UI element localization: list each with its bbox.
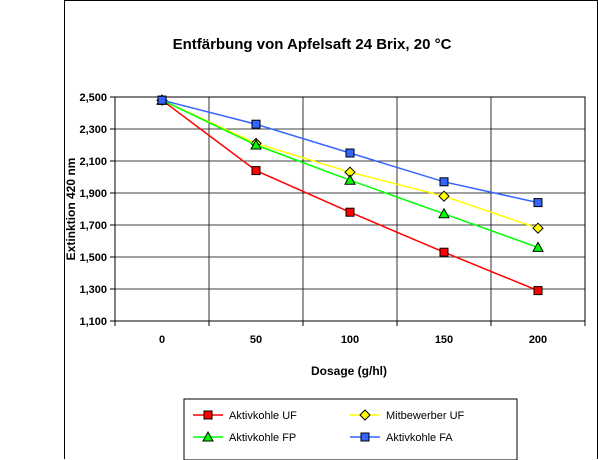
data-point xyxy=(157,95,167,105)
y-tick-label: 1,900 xyxy=(79,188,107,200)
line-chart: Entfärbung von Apfelsaft 24 Brix, 20 °C … xyxy=(65,36,586,460)
x-axis-ticks: 0 50 100 150 200 xyxy=(114,321,586,346)
legend-label: Mitbewerber UF xyxy=(386,410,465,422)
series-lines xyxy=(156,94,544,296)
legend-box xyxy=(183,398,518,460)
x-axis-label: Dosage (g/hl) xyxy=(311,364,387,378)
chart-title: Entfärbung von Apfelsaft 24 Brix, 20 °C xyxy=(173,36,452,53)
data-point xyxy=(532,222,544,234)
x-tick-label: 100 xyxy=(341,334,359,346)
data-point xyxy=(344,174,356,185)
legend-marker xyxy=(360,432,370,442)
legend-marker xyxy=(203,410,213,420)
data-point xyxy=(250,138,262,150)
y-tick-label: 1,700 xyxy=(79,220,107,232)
y-tick-label: 2,500 xyxy=(79,92,107,104)
data-point xyxy=(251,119,261,129)
data-point xyxy=(438,190,450,202)
data-point xyxy=(251,166,261,176)
y-tick-label: 1,100 xyxy=(79,316,107,328)
data-point xyxy=(532,241,544,252)
x-tick-label: 200 xyxy=(529,334,547,346)
data-point xyxy=(438,207,450,219)
legend-label: Aktivkohle FP xyxy=(229,432,296,444)
x-tick-label: 50 xyxy=(250,334,262,346)
gridlines xyxy=(114,96,586,322)
legend: Aktivkohle UF Mitbewerber UF Aktivkohle FP… xyxy=(183,398,518,460)
y-tick-label: 2,100 xyxy=(79,156,107,168)
y-tick-label: 1,500 xyxy=(79,252,107,264)
y-axis-label: Extinktion 420 nm xyxy=(65,158,78,261)
legend-marker xyxy=(359,409,371,421)
data-point xyxy=(345,207,355,217)
legend-label: Aktivkohle UF xyxy=(229,410,297,422)
x-tick-label: 0 xyxy=(159,334,165,346)
data-point xyxy=(533,286,543,296)
data-point xyxy=(533,198,543,208)
data-point xyxy=(439,177,449,187)
series-aktivkohle-fa xyxy=(157,95,543,208)
data-point xyxy=(439,247,449,257)
chart-area: Entfärbung von Apfelsaft 24 Brix, 20 °C … xyxy=(64,0,598,460)
y-tick-label: 1,300 xyxy=(79,284,107,296)
y-tick-label: 2,300 xyxy=(79,124,107,136)
y-axis-ticks: 1,100 1,300 1,500 1,700 1,900 2,100 2,300 2,500 xyxy=(79,92,115,328)
legend-marker xyxy=(202,430,214,442)
x-tick-label: 150 xyxy=(435,334,453,346)
legend-label: Aktivkohle FA xyxy=(386,432,453,444)
data-point xyxy=(345,148,355,158)
